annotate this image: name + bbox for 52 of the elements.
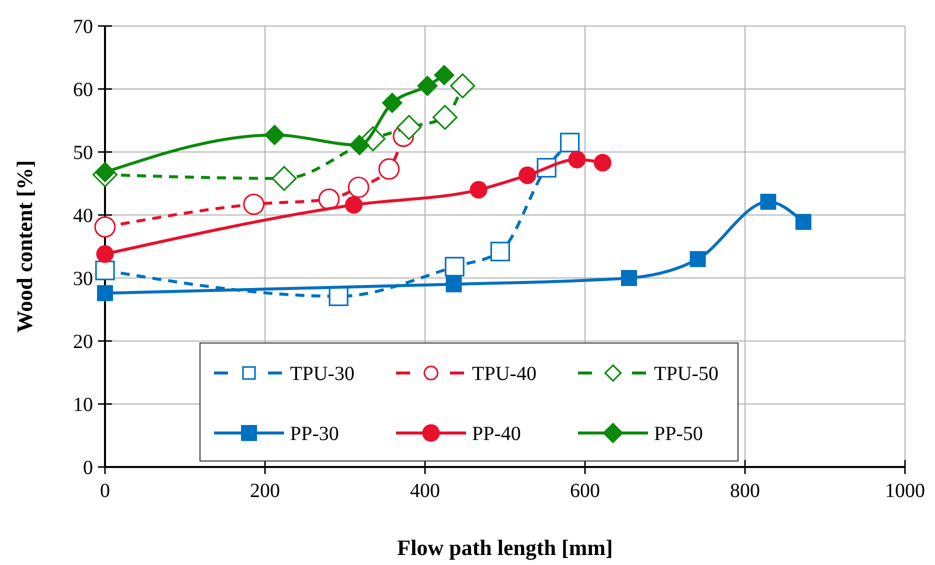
legend-label: PP-30 [290, 423, 339, 445]
legend-label: PP-50 [654, 423, 703, 445]
point [243, 194, 264, 215]
y-tick-label: 0 [83, 457, 93, 479]
x-tick-label: 800 [730, 480, 760, 502]
point [378, 158, 400, 180]
legend-label: TPU-30 [290, 363, 354, 385]
legend-label: PP-40 [472, 423, 521, 445]
x-tick-label: 600 [570, 480, 600, 502]
point [594, 154, 612, 172]
point [446, 276, 462, 292]
x-tick-label: 200 [250, 480, 280, 502]
y-tick-label: 50 [73, 142, 93, 164]
point [432, 104, 458, 130]
point [97, 285, 113, 302]
point [95, 260, 115, 280]
point [490, 242, 510, 262]
point [96, 245, 114, 263]
y-tick-label: 70 [73, 16, 93, 38]
y-tick-label: 60 [73, 79, 93, 101]
point [318, 188, 340, 210]
point [434, 64, 455, 86]
point [444, 256, 464, 276]
point [690, 251, 706, 268]
x-tick-label: 0 [100, 480, 110, 502]
point [272, 166, 297, 191]
y-tick-label: 40 [73, 205, 93, 227]
point [345, 196, 363, 214]
x-tick-label: 1000 [885, 480, 925, 502]
point [417, 75, 438, 96]
point [264, 124, 285, 146]
y-tick-label: 20 [73, 331, 93, 353]
point [568, 150, 586, 168]
point [450, 73, 476, 98]
point [560, 132, 580, 152]
point [518, 166, 536, 184]
point [470, 181, 488, 199]
point [621, 270, 637, 286]
point [795, 214, 812, 230]
x-tick-label: 400 [410, 480, 440, 502]
point [382, 92, 403, 114]
y-tick-label: 10 [73, 394, 93, 416]
point [94, 216, 116, 238]
point [396, 114, 422, 140]
point [760, 194, 776, 210]
legend-label: TPU-50 [654, 363, 718, 385]
y-tick-label: 30 [73, 268, 93, 290]
x-axis-title: Flow path length [mm] [397, 535, 613, 560]
point [349, 134, 370, 156]
point [348, 176, 370, 198]
y-axis-title: Wood content [%] [12, 160, 37, 333]
legend-label: TPU-40 [472, 363, 536, 385]
